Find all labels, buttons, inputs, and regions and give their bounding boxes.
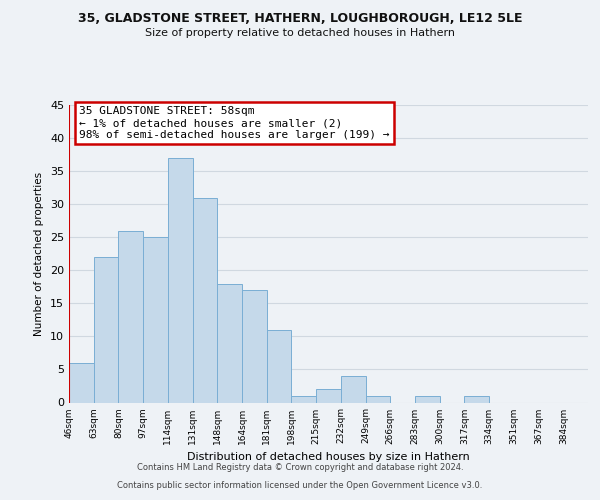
Bar bbox=[168, 158, 193, 402]
Bar bbox=[242, 290, 267, 403]
Y-axis label: Number of detached properties: Number of detached properties bbox=[34, 172, 44, 336]
Bar bbox=[292, 396, 316, 402]
Bar bbox=[267, 330, 292, 402]
Text: Size of property relative to detached houses in Hathern: Size of property relative to detached ho… bbox=[145, 28, 455, 38]
Bar bbox=[118, 230, 143, 402]
Bar bbox=[365, 396, 390, 402]
Text: 35, GLADSTONE STREET, HATHERN, LOUGHBOROUGH, LE12 5LE: 35, GLADSTONE STREET, HATHERN, LOUGHBORO… bbox=[78, 12, 522, 26]
Bar bbox=[193, 198, 217, 402]
Text: 35 GLADSTONE STREET: 58sqm
← 1% of detached houses are smaller (2)
98% of semi-d: 35 GLADSTONE STREET: 58sqm ← 1% of detac… bbox=[79, 106, 390, 140]
Bar bbox=[415, 396, 440, 402]
Bar bbox=[464, 396, 489, 402]
Bar bbox=[316, 390, 341, 402]
Bar bbox=[94, 257, 118, 402]
Bar bbox=[217, 284, 242, 403]
Bar bbox=[143, 237, 168, 402]
Bar bbox=[341, 376, 365, 402]
Bar bbox=[69, 363, 94, 403]
X-axis label: Distribution of detached houses by size in Hathern: Distribution of detached houses by size … bbox=[187, 452, 470, 462]
Text: Contains HM Land Registry data © Crown copyright and database right 2024.: Contains HM Land Registry data © Crown c… bbox=[137, 464, 463, 472]
Text: Contains public sector information licensed under the Open Government Licence v3: Contains public sector information licen… bbox=[118, 481, 482, 490]
